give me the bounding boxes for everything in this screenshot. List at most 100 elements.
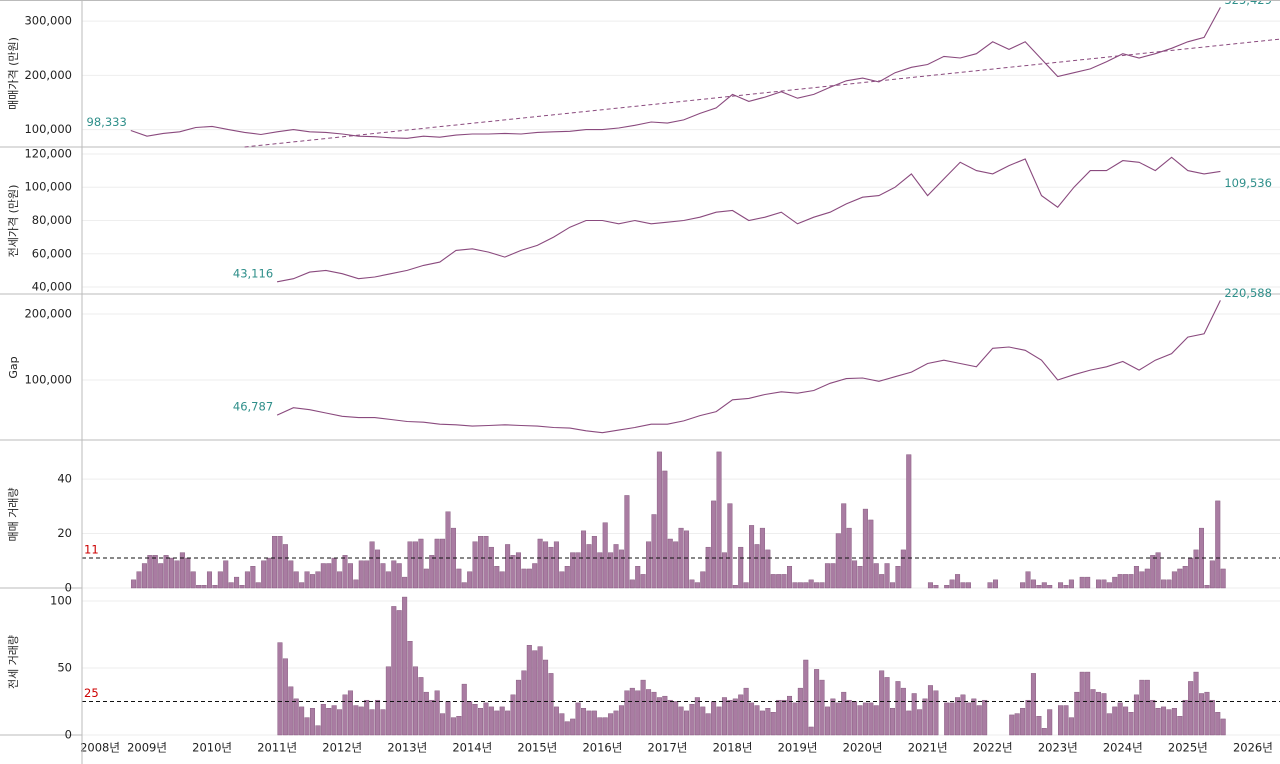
bar [1020, 708, 1026, 736]
x-tick-label: 2026년 [1233, 741, 1273, 755]
bar [526, 568, 532, 589]
bar [1139, 679, 1145, 736]
bar [1128, 712, 1134, 736]
bar [656, 451, 662, 589]
bar [1161, 579, 1167, 589]
bar [570, 718, 576, 736]
bar [895, 566, 901, 589]
bar [852, 560, 858, 589]
bar [700, 706, 706, 736]
bar [326, 563, 332, 589]
bar [353, 705, 359, 736]
bar [570, 552, 576, 589]
y-tick-label: 40 [57, 472, 72, 486]
bar [1193, 549, 1199, 589]
bar [521, 568, 527, 589]
bar [158, 563, 164, 589]
bar [971, 698, 977, 736]
bar [196, 585, 202, 589]
bar [402, 596, 408, 736]
x-tick-label: 2011년 [257, 741, 297, 755]
bar [337, 571, 343, 589]
bar [743, 687, 749, 736]
bar [613, 710, 619, 736]
x-tick-label: 2020년 [843, 741, 883, 755]
bar [933, 585, 939, 589]
y-tick-label: 50 [57, 661, 72, 675]
bar [423, 691, 429, 736]
y-tick-label: 100,000 [24, 372, 72, 386]
bar [331, 557, 337, 589]
bar [646, 689, 652, 736]
bar [721, 697, 727, 736]
bar [575, 552, 581, 589]
bar [700, 571, 706, 589]
bar [488, 546, 494, 589]
bar [1095, 579, 1101, 589]
bar [841, 691, 847, 736]
bar [808, 726, 814, 736]
bar [228, 582, 234, 589]
bar [868, 702, 874, 736]
bar [749, 702, 755, 736]
bar [651, 691, 657, 736]
bar [852, 701, 858, 736]
bar [797, 582, 803, 589]
bar [743, 582, 749, 589]
bar [131, 579, 137, 589]
bar [434, 538, 440, 589]
bar [548, 673, 554, 736]
bar [299, 582, 305, 589]
bar [635, 566, 641, 589]
bar [770, 574, 776, 589]
bar [505, 710, 511, 736]
bar [727, 699, 733, 736]
x-tick-label: 2013년 [387, 741, 427, 755]
bar [147, 555, 153, 589]
x-tick-label: 2008년 [80, 741, 120, 755]
bar [418, 538, 424, 589]
bar [694, 697, 700, 736]
x-tick-label: 2017년 [648, 741, 688, 755]
bar [1106, 713, 1112, 736]
bar [309, 574, 315, 589]
bar [1063, 585, 1069, 589]
y-tick-label: 100,000 [24, 180, 72, 194]
bar [277, 642, 283, 736]
bar [1166, 709, 1172, 736]
bar [608, 552, 614, 589]
bar [396, 563, 402, 589]
line [130, 7, 1221, 139]
bar [759, 710, 765, 736]
bar [1150, 555, 1156, 589]
bar [830, 698, 836, 736]
bar [906, 710, 912, 736]
bar [445, 701, 451, 736]
bar [787, 695, 793, 736]
bar [618, 705, 624, 736]
bar [1020, 582, 1026, 589]
x-tick-label: 2019년 [778, 741, 818, 755]
bar [1144, 679, 1150, 736]
bar [667, 538, 673, 589]
bar [581, 530, 587, 589]
y-tick-label: 100,000 [24, 122, 72, 136]
bar [282, 544, 288, 589]
bar [1074, 691, 1080, 736]
bar [1106, 582, 1112, 589]
y-tick-label: 60,000 [32, 246, 72, 260]
bar [732, 585, 738, 589]
bar [456, 716, 462, 736]
bar [1171, 708, 1177, 736]
bar [266, 557, 272, 589]
bar [689, 579, 695, 589]
bar [965, 702, 971, 736]
bar [1063, 705, 1069, 736]
bar [575, 702, 581, 736]
bar [635, 690, 641, 736]
bar [597, 552, 603, 589]
bar [987, 582, 993, 589]
bar [288, 686, 294, 736]
bar [960, 582, 966, 589]
bar [1204, 691, 1210, 736]
